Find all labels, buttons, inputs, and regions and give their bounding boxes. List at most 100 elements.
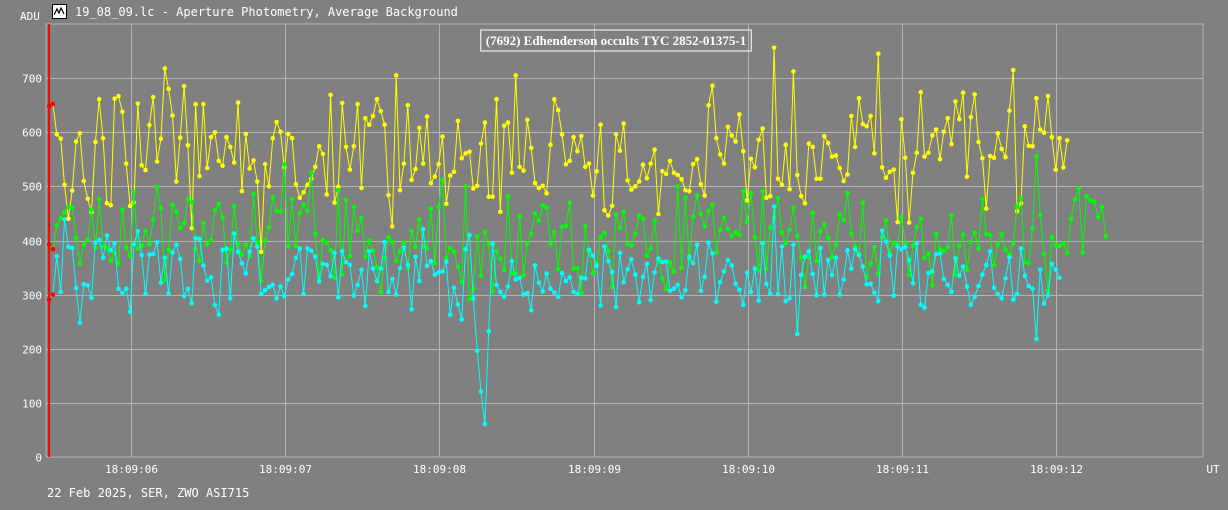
data-point [671,170,677,176]
data-point [123,286,129,292]
data-point [717,227,723,232]
data-point [312,164,318,170]
data-point [822,222,827,227]
chart-app-icon[interactable] [52,4,67,19]
data-point [667,260,673,266]
data-point [359,216,364,221]
data-point [582,276,588,281]
data-point [532,180,538,186]
data-point [123,161,129,166]
data-point [54,132,60,137]
data-point [440,269,445,274]
data-point [501,123,507,129]
data-point [926,150,931,156]
data-point [532,263,538,268]
data-point [648,246,653,251]
data-point [498,209,503,215]
data-point [729,233,734,239]
data-point [417,278,422,284]
data-point [667,158,673,164]
data-point [231,231,237,236]
data-point [903,240,908,246]
data-point [521,272,526,278]
data-point [490,241,495,246]
data-point [494,282,499,288]
data-point [972,294,977,300]
data-point [617,225,623,231]
data-point [1103,233,1109,239]
data-point [968,239,974,244]
data-point [1057,135,1062,141]
data-point [559,270,565,276]
data-point [228,296,233,301]
data-point [324,262,330,268]
data-point [343,259,349,265]
data-point [845,172,850,177]
data-point [1091,199,1097,204]
data-point [714,135,719,141]
data-point [440,134,445,139]
data-point [1018,246,1024,251]
data-point [104,233,110,238]
data-point [127,253,133,258]
data-point [378,108,384,114]
data-point [1076,186,1082,191]
data-point [652,147,657,152]
data-point [987,249,993,254]
data-point [401,245,407,250]
data-point [374,96,380,102]
data-point [1049,235,1055,240]
data-point [81,282,87,287]
data-point [798,272,804,278]
data-point [447,312,453,318]
data-point [170,202,175,208]
data-point [941,248,947,254]
data-point [147,252,152,257]
data-point [239,252,245,257]
data-point [710,251,715,256]
data-point [968,114,974,120]
data-point [81,242,87,247]
data-point [81,178,87,184]
data-point [289,197,295,202]
plot-frame [45,23,1204,458]
data-point [58,216,63,221]
data-point [690,214,696,219]
data-point [525,290,530,296]
data-point [73,236,79,241]
data-point [845,190,850,196]
data-point [309,170,314,176]
data-point [432,260,438,266]
data-point [980,272,985,277]
data-point [933,231,939,237]
data-point [201,220,206,226]
data-point [505,284,511,289]
data-point [208,134,214,140]
data-point [883,218,889,223]
data-point [949,213,954,218]
data-point [891,293,896,299]
data-point [606,213,611,218]
data-point [702,224,707,229]
data-point [459,155,465,161]
data-point [579,133,584,139]
data-point [436,204,441,210]
data-point [66,244,71,250]
data-point [710,83,715,88]
data-point [1034,153,1039,159]
data-point [174,209,179,215]
data-point [274,208,279,213]
data-point [602,230,607,236]
data-point [420,226,426,232]
data-point [937,246,943,252]
data-point [802,254,808,259]
data-point [166,86,171,92]
data-point [158,280,164,286]
data-point [995,131,1001,136]
data-point [783,298,788,304]
data-point [189,225,195,231]
data-point [698,288,704,294]
data-point [810,144,815,150]
data-point [571,134,576,140]
data-point [320,261,326,267]
